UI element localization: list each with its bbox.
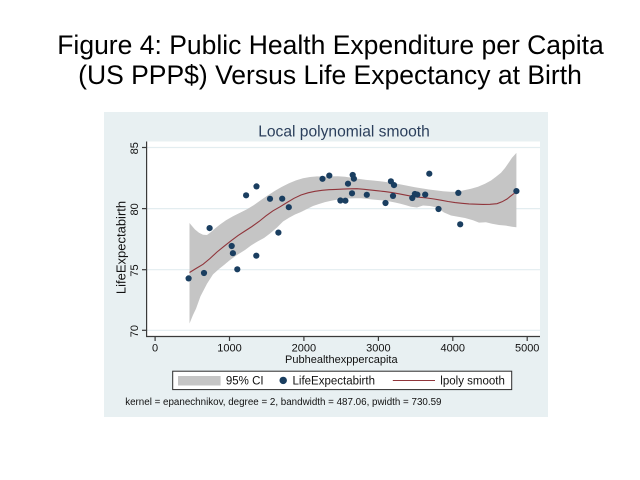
svg-text:0: 0 <box>152 342 158 354</box>
svg-text:5000: 5000 <box>515 342 539 354</box>
svg-text:70: 70 <box>129 325 141 337</box>
svg-text:LifeExpectabirth: LifeExpectabirth <box>113 201 128 294</box>
svg-text:lpoly smooth: lpoly smooth <box>440 376 505 388</box>
svg-text:Pubhealthexppercapita: Pubhealthexppercapita <box>285 354 398 366</box>
svg-text:80: 80 <box>129 203 141 215</box>
svg-text:95% CI: 95% CI <box>226 376 264 388</box>
svg-text:2000: 2000 <box>292 342 316 354</box>
svg-text:4000: 4000 <box>441 342 465 354</box>
svg-text:85: 85 <box>129 142 141 154</box>
svg-text:3000: 3000 <box>366 342 390 354</box>
svg-text:LifeExpectabirth: LifeExpectabirth <box>293 376 375 388</box>
svg-text:kernel = epanechnikov, degree: kernel = epanechnikov, degree = 2, bandw… <box>125 397 441 408</box>
svg-text:Figure 4: Public Health Expend: Figure 4: Public Health Expenditure per … <box>57 30 604 60</box>
svg-text:Local polynomial smooth: Local polynomial smooth <box>258 124 430 141</box>
svg-text:(US PPP$) Versus Life Expectan: (US PPP$) Versus Life Expectancy at Birt… <box>78 60 582 90</box>
svg-text:75: 75 <box>129 264 141 276</box>
svg-text:1000: 1000 <box>217 342 241 354</box>
